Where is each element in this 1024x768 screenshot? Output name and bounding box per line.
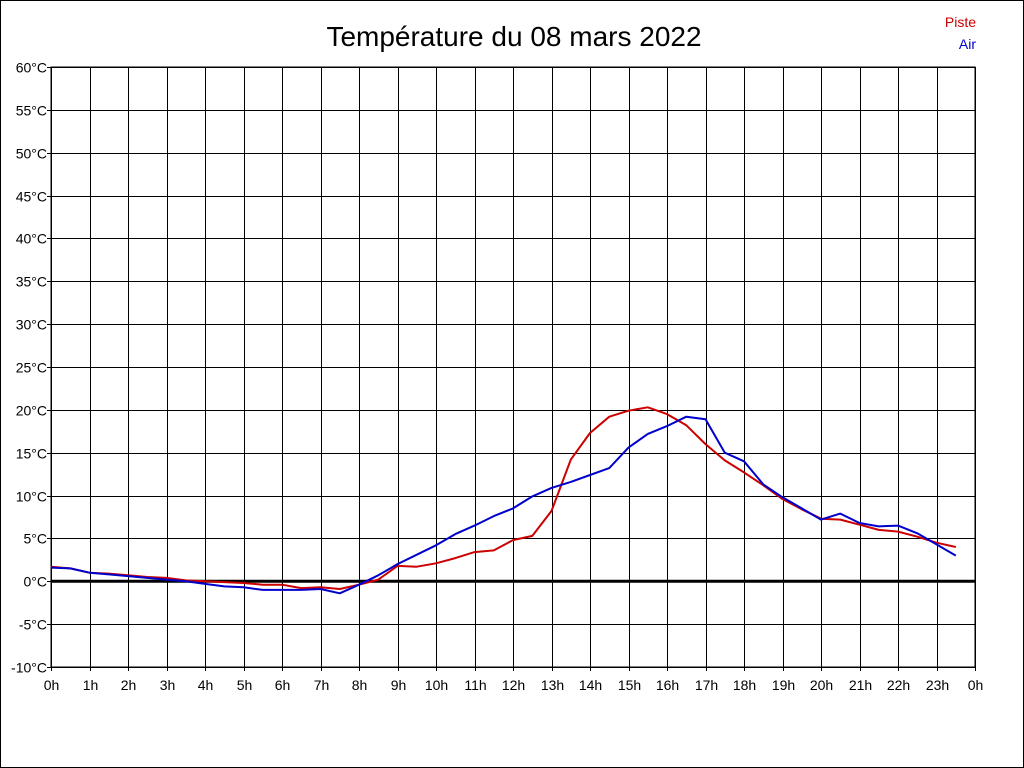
y-tick-label: 0°C bbox=[24, 574, 48, 590]
x-tick-label: 22h bbox=[887, 677, 910, 693]
y-tick-label: 60°C bbox=[16, 60, 47, 76]
y-tick-label: 30°C bbox=[16, 317, 47, 333]
x-tick-label: 15h bbox=[618, 677, 641, 693]
series-layer bbox=[50, 406, 957, 595]
x-tick-label: 4h bbox=[198, 677, 214, 693]
legend-entry-piste: Piste bbox=[945, 14, 976, 30]
x-tick-label: 5h bbox=[237, 677, 253, 693]
legend-entry-air: Air bbox=[959, 36, 976, 52]
x-tick-label: 19h bbox=[772, 677, 795, 693]
x-tick-label: 21h bbox=[849, 677, 872, 693]
y-tick-label: 20°C bbox=[16, 403, 47, 419]
x-tick-label: 13h bbox=[541, 677, 564, 693]
x-tick-label: 12h bbox=[502, 677, 525, 693]
y-tick-label: 40°C bbox=[16, 231, 47, 247]
x-tick-label: 9h bbox=[391, 677, 407, 693]
y-tick-label: 35°C bbox=[16, 274, 47, 290]
x-tick-label: 3h bbox=[160, 677, 176, 693]
legend: Piste Air bbox=[945, 14, 976, 52]
y-tick-label: -5°C bbox=[19, 617, 47, 633]
y-tick-label: -10°C bbox=[11, 660, 47, 676]
x-axis: 0h 1h 2h 3h 4h 5h 6h 7h 8h 9h 10h 11h 12h 13h 14h 15h 16… bbox=[44, 667, 984, 693]
y-tick-label: 50°C bbox=[16, 146, 47, 162]
series-line-piste bbox=[50, 406, 957, 590]
x-tick-label: 8h bbox=[352, 677, 368, 693]
y-tick-label: 55°C bbox=[16, 103, 47, 119]
x-tick-label: 16h bbox=[656, 677, 679, 693]
x-tick-label: 17h bbox=[695, 677, 718, 693]
y-tick-label: 15°C bbox=[16, 446, 47, 462]
y-axis: -10°C -5°C 0°C 5°C 10°C 15°C 20°C 25°C 30°C 35°C 4… bbox=[11, 60, 51, 676]
y-tick-label: 5°C bbox=[24, 531, 48, 547]
x-tick-label: 6h bbox=[275, 677, 291, 693]
series-line-air bbox=[50, 415, 957, 595]
y-tick-label: 25°C bbox=[16, 360, 47, 376]
x-tick-label: 20h bbox=[810, 677, 833, 693]
x-tick-label: 18h bbox=[733, 677, 756, 693]
y-tick-label: 10°C bbox=[16, 489, 47, 505]
x-tick-label: 0h bbox=[968, 677, 984, 693]
x-tick-label: 14h bbox=[579, 677, 602, 693]
x-tick-label: 7h bbox=[314, 677, 330, 693]
x-tick-label: 1h bbox=[83, 677, 99, 693]
x-tick-label: 2h bbox=[121, 677, 137, 693]
chart-title: Température du 08 mars 2022 bbox=[326, 21, 701, 52]
grid bbox=[50, 66, 976, 668]
x-tick-label: 23h bbox=[926, 677, 949, 693]
x-tick-label: 0h bbox=[44, 677, 60, 693]
x-tick-label: 11h bbox=[464, 677, 486, 693]
x-tick-label: 10h bbox=[425, 677, 448, 693]
y-tick-label: 45°C bbox=[16, 189, 47, 205]
